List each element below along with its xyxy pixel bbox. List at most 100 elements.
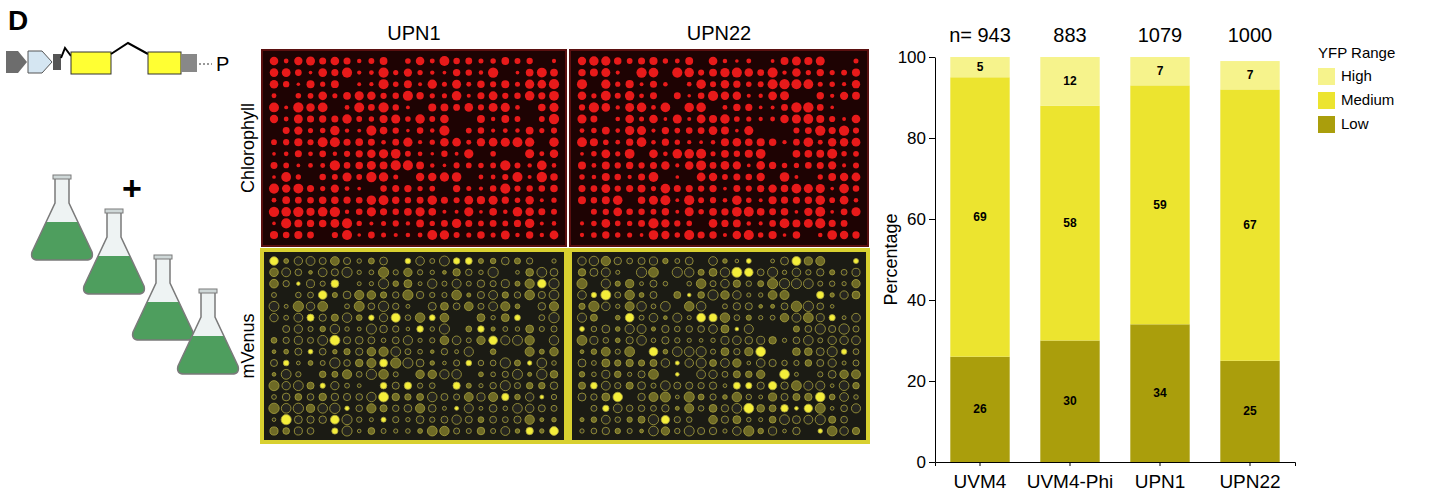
colony: [746, 186, 752, 192]
colony: [526, 58, 532, 64]
colony: [733, 359, 741, 367]
colony: [851, 207, 860, 216]
data-label: 58: [1063, 216, 1077, 230]
colony: [439, 126, 449, 136]
colony: [650, 92, 657, 99]
colony: [538, 208, 545, 215]
colony: [477, 115, 485, 123]
colony: [379, 314, 387, 322]
colony: [696, 358, 706, 368]
colony: [344, 360, 351, 367]
colony: [721, 150, 729, 158]
colony: [318, 404, 328, 414]
colony: [602, 325, 610, 333]
colony: [578, 382, 585, 389]
colony: [781, 57, 789, 65]
colony: [649, 393, 658, 402]
colony: [615, 82, 620, 87]
colony: [379, 149, 388, 158]
colony: [318, 207, 328, 217]
bar-segment: [950, 77, 1009, 356]
colony: [768, 279, 778, 289]
colony: [794, 372, 798, 376]
colony: [733, 371, 740, 378]
colony: [839, 184, 849, 194]
colony: [428, 195, 438, 205]
colony: [782, 338, 786, 342]
colony: [417, 186, 422, 191]
colony: [781, 208, 789, 216]
x-tick: UPN1: [1135, 462, 1186, 492]
bar-segment: [1040, 106, 1099, 341]
colony: [723, 259, 728, 264]
colony: [806, 270, 811, 275]
colony: [515, 394, 521, 400]
colony: [440, 103, 448, 111]
colony: [580, 327, 585, 332]
colony: [308, 361, 313, 366]
colony: [638, 196, 645, 203]
colony: [780, 91, 789, 100]
colony: [307, 80, 315, 88]
colony: [381, 221, 386, 226]
colony: [733, 138, 742, 147]
colony: [804, 381, 813, 390]
colony: [515, 128, 519, 132]
colony: [404, 268, 412, 276]
colony: [356, 394, 363, 401]
colony: [590, 268, 598, 276]
colony: [732, 403, 742, 413]
data-label: 67: [1243, 218, 1257, 232]
colony: [686, 417, 692, 423]
y-tick-mark: [929, 462, 935, 463]
colony: [549, 290, 559, 300]
colony: [552, 59, 556, 63]
colony: [580, 429, 584, 433]
colony: [747, 94, 751, 98]
colony: [663, 58, 668, 63]
bar-segment: [950, 357, 1009, 462]
colony: [782, 360, 787, 365]
colony: [733, 173, 740, 180]
colony: [378, 68, 388, 78]
colony: [271, 139, 277, 145]
colony: [601, 219, 610, 228]
colony: [841, 349, 846, 354]
colony: [549, 336, 558, 345]
colony: [792, 68, 801, 77]
colony: [380, 161, 388, 169]
colony: [368, 428, 375, 435]
colony: [320, 361, 325, 366]
colony: [661, 184, 671, 194]
colony: [477, 280, 484, 287]
exon: [148, 52, 181, 74]
colony: [379, 392, 389, 402]
colony: [615, 185, 621, 191]
colony: [708, 91, 718, 101]
colony: [357, 233, 361, 237]
colony: [379, 195, 389, 205]
colony: [344, 162, 351, 169]
colony: [721, 336, 729, 344]
colony: [578, 185, 585, 192]
colony: [591, 292, 596, 297]
colony: [367, 392, 376, 401]
colony: [281, 369, 291, 379]
colony: [650, 292, 657, 299]
colony: [589, 56, 598, 65]
colony: [501, 138, 510, 147]
colony: [805, 360, 812, 367]
colony: [842, 361, 846, 365]
colony: [380, 57, 388, 65]
colony: [404, 68, 412, 76]
colony: [781, 303, 788, 310]
colony: [577, 279, 587, 289]
colony: [637, 126, 646, 135]
colony: [698, 127, 705, 134]
colony: [513, 335, 523, 345]
colony: [550, 231, 559, 240]
colony: [709, 173, 717, 181]
colony: [512, 172, 522, 182]
colony: [638, 416, 645, 423]
colony: [746, 59, 751, 64]
